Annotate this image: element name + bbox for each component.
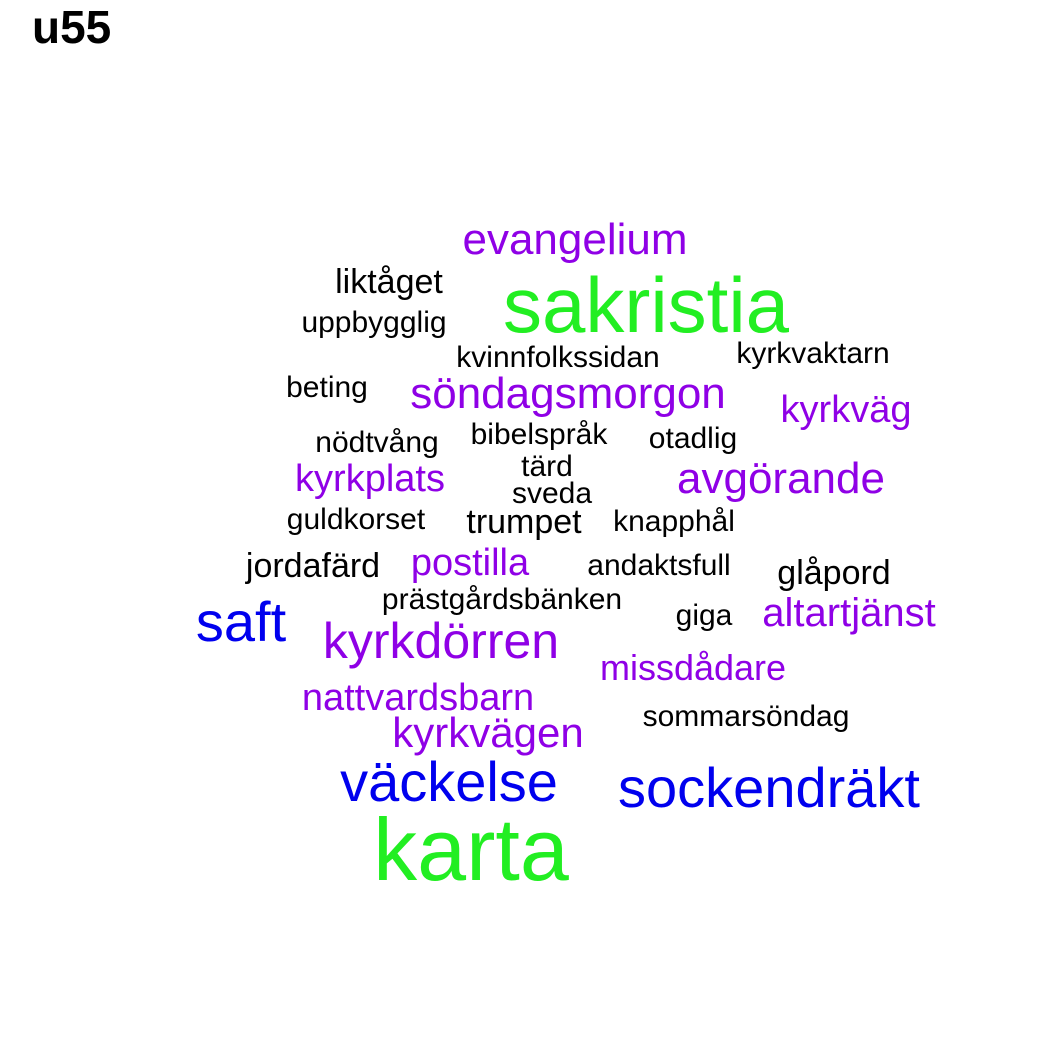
cloud-word: bibelspråk [470,418,608,451]
cloud-word: sockendräkt [618,756,920,819]
cloud-word: karta [373,800,569,899]
cloud-word: liktåget [335,263,443,301]
cloud-word: nödtvång [315,426,439,459]
cloud-word: väckelse [340,750,558,813]
cloud-word: kyrkvägen [392,709,584,756]
cloud-word: kyrkdörren [322,613,560,669]
cloud-word: evangelium [462,215,688,264]
cloud-word: missdådare [599,647,787,688]
cloud-word: knapphål [613,505,735,538]
cloud-word: postilla [410,542,530,584]
cloud-word: saft [195,590,287,653]
cloud-word: guldkorset [286,503,426,536]
cloud-word: giga [675,599,733,632]
cloud-word: uppbygglig [301,306,447,339]
page-title: u55 [32,1,112,53]
cloud-word: prästgårdsbänken [381,583,623,616]
cloud-word: kyrkplats [295,458,445,500]
cloud-word: avgörande [677,454,885,503]
cloud-word: glåpord [777,554,891,592]
cloud-word: otadlig [648,422,738,455]
cloud-word: sveda [511,477,593,510]
cloud-word: andaktsfull [587,549,731,582]
cloud-word: sommarsöndag [642,700,850,733]
cloud-word: jordafärd [245,547,381,585]
cloud-word: altartjänst [762,591,936,635]
cloud-word: sakristia [502,261,790,349]
cloud-word: kvinnfolkssidan [456,341,660,374]
cloud-word: nattvardsbarn [301,677,535,719]
cloud-word: tärd [521,450,573,483]
cloud-word: söndagsmorgon [410,369,726,418]
cloud-word: beting [286,371,368,404]
cloud-word: trumpet [466,503,582,541]
cloud-word: kyrkvaktarn [736,337,890,370]
cloud-word: kyrkväg [780,389,912,431]
